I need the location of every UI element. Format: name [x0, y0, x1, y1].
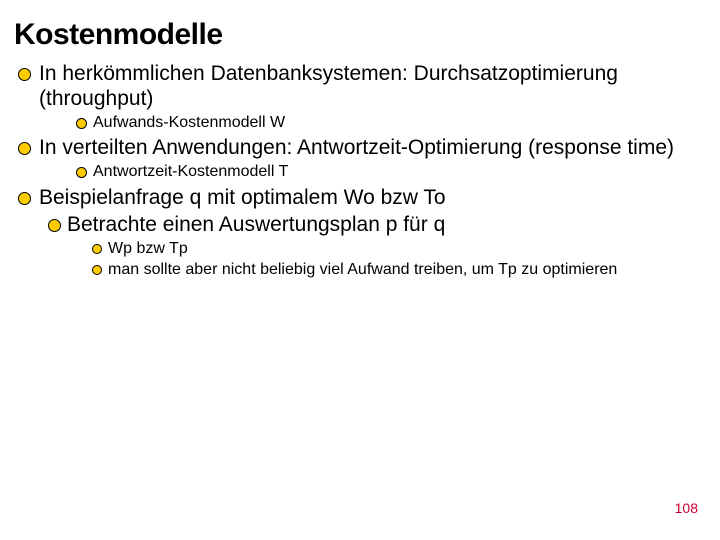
list-item-text: In verteilten Anwendungen: Antwortzeit-O… [39, 136, 674, 161]
list-item-text: man sollte aber nicht beliebig viel Aufw… [108, 261, 617, 280]
slide: Kostenmodelle In herkömmlichen Datenbank… [0, 0, 720, 540]
bullet-icon [18, 68, 31, 81]
list-item: Betrachte einen Auswertungsplan p für q [48, 213, 706, 238]
list-item: In herkömmlichen Datenbanksystemen: Durc… [18, 62, 706, 112]
list-item-text: Wp bzw Tp [108, 240, 188, 259]
bullet-icon [48, 219, 61, 232]
list-item-text: Aufwands-Kostenmodell W [93, 114, 285, 133]
slide-title: Kostenmodelle [14, 18, 706, 52]
bullet-icon [76, 118, 87, 129]
bullet-icon [92, 265, 102, 275]
bullet-icon [18, 142, 31, 155]
list-item: Antwortzeit-Kostenmodell T [76, 163, 706, 182]
bullet-icon [18, 192, 31, 205]
list-item-text: Beispielanfrage q mit optimalem Wo bzw T… [39, 186, 446, 211]
list-item-text: In herkömmlichen Datenbanksystemen: Durc… [39, 62, 706, 112]
slide-body: In herkömmlichen Datenbanksystemen: Durc… [14, 62, 706, 279]
list-item-text: Betrachte einen Auswertungsplan p für q [67, 213, 445, 238]
list-item: Wp bzw Tp [92, 240, 706, 259]
bullet-icon [92, 244, 102, 254]
page-number: 108 [675, 500, 698, 516]
list-item: In verteilten Anwendungen: Antwortzeit-O… [18, 136, 706, 161]
list-item: man sollte aber nicht beliebig viel Aufw… [92, 261, 706, 280]
list-item: Aufwands-Kostenmodell W [76, 114, 706, 133]
list-item-text: Antwortzeit-Kostenmodell T [93, 163, 288, 182]
list-item: Beispielanfrage q mit optimalem Wo bzw T… [18, 186, 706, 211]
bullet-icon [76, 167, 87, 178]
